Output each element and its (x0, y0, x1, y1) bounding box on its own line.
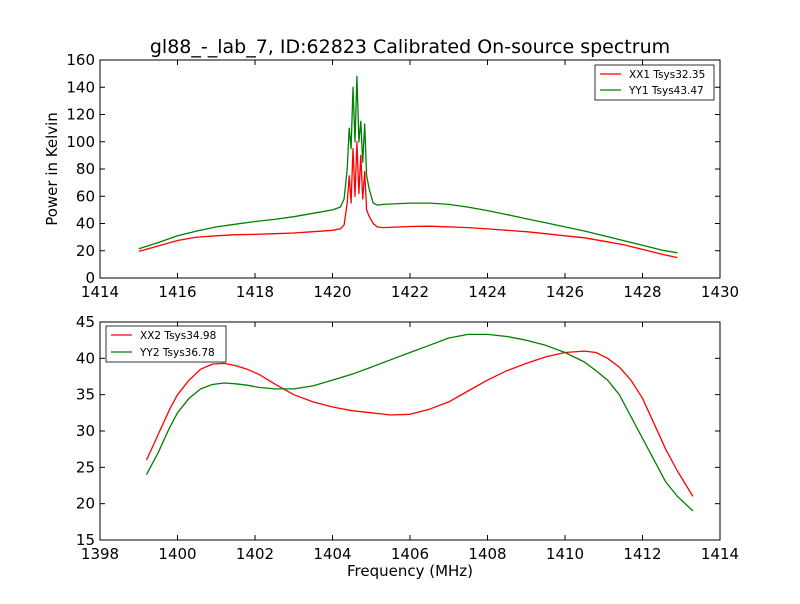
x-tick-label: 1420 (313, 283, 351, 301)
y-tick-label: 30 (76, 422, 95, 440)
x-tick-label: 1424 (468, 283, 506, 301)
x-axis-label: Frequency (MHz) (347, 562, 473, 580)
x-tick-label: 1406 (391, 545, 429, 563)
bottom-plot-frame (99, 321, 721, 541)
y-tick-label: 120 (66, 106, 95, 124)
top-plot-frame (99, 59, 721, 279)
y-tick-label: 160 (66, 51, 95, 69)
legend-label-xx2: XX2 Tsys34.98 (140, 330, 216, 342)
y-axis-label: Power in Kelvin (43, 112, 61, 226)
bottom-panel: Frequency (MHz) 1398 1400 1402 1404 1406 1408… (76, 313, 739, 580)
top-axis-ticks: 1414 1416 1418 1420 1422 1424 1426 1428 1430 0 20 4… (66, 51, 739, 301)
x-tick-label: 1430 (701, 283, 739, 301)
x-tick-label: 1398 (81, 545, 119, 563)
x-tick-label: 1428 (623, 283, 661, 301)
x-tick-label: 1402 (236, 545, 274, 563)
x-tick-label: 1416 (158, 283, 196, 301)
y-tick-label: 15 (76, 531, 95, 549)
y-tick-label: 45 (76, 313, 95, 331)
y-tick-label: 20 (76, 495, 95, 513)
x-tick-label: 1418 (236, 283, 274, 301)
x-tick-label: 1426 (546, 283, 584, 301)
y-tick-label: 25 (76, 458, 95, 476)
bottom-series-lines (145, 333, 694, 512)
y-tick-label: 20 (76, 242, 95, 260)
x-tick-label: 1422 (391, 283, 429, 301)
top-panel: gl88_-_lab_7, ID:62823 Calibrated On-sou… (43, 36, 739, 301)
series-line-yy1 (138, 75, 678, 254)
x-tick-label: 1400 (158, 545, 196, 563)
legend-label-yy1: YY1 Tsys43.47 (628, 85, 704, 97)
series-line-xx1 (138, 141, 678, 259)
y-tick-label: 35 (76, 386, 95, 404)
y-tick-label: 140 (66, 78, 95, 96)
y-tick-label: 0 (85, 269, 95, 287)
y-tick-label: 80 (76, 160, 95, 178)
y-tick-label: 100 (66, 133, 95, 151)
series-line-yy2 (145, 333, 694, 512)
x-tick-label: 1414 (701, 545, 739, 563)
x-tick-label: 1408 (468, 545, 506, 563)
legend-label-yy2: YY2 Tsys36.78 (139, 347, 215, 359)
bottom-axis-ticks: 1398 1400 1402 1404 1406 1408 1410 1412 1414 15 20… (76, 313, 739, 563)
top-series-lines (138, 75, 678, 259)
legend-box (594, 64, 715, 101)
y-tick-label: 40 (76, 215, 95, 233)
legend-label-xx1: XX1 Tsys32.35 (629, 69, 705, 81)
x-tick-label: 1410 (546, 545, 584, 563)
chart-title: gl88_-_lab_7, ID:62823 Calibrated On-sou… (150, 36, 670, 58)
y-tick-label: 40 (76, 349, 95, 367)
top-legend: XX1 Tsys32.35 YY1 Tsys43.47 (594, 64, 715, 101)
series-line-xx2 (145, 350, 694, 497)
x-tick-label: 1404 (313, 545, 351, 563)
x-tick-label: 1412 (623, 545, 661, 563)
legend-box (105, 325, 227, 363)
x-tick-label: 1414 (81, 283, 119, 301)
bottom-legend: XX2 Tsys34.98 YY2 Tsys36.78 (105, 325, 227, 363)
y-tick-label: 60 (76, 187, 95, 205)
